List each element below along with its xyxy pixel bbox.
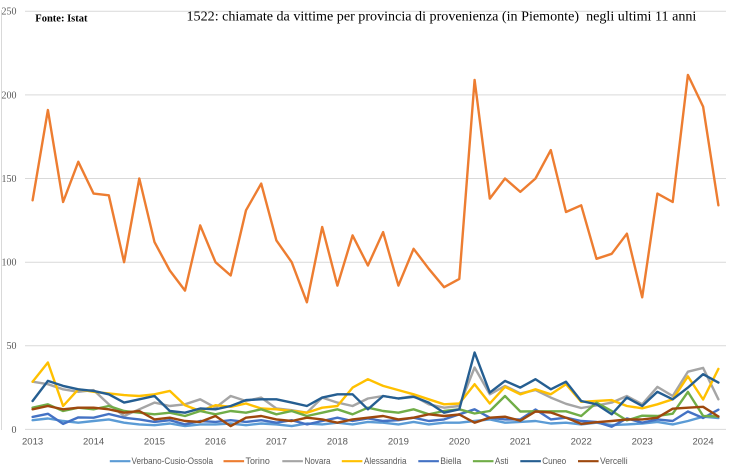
svg-text:2019: 2019: [388, 437, 409, 448]
svg-text:200: 200: [2, 90, 17, 101]
svg-text:100: 100: [2, 258, 17, 269]
svg-text:2017: 2017: [266, 437, 287, 448]
svg-text:Asti: Asti: [495, 456, 509, 466]
svg-text:2016: 2016: [205, 437, 226, 448]
svg-text:0: 0: [12, 425, 17, 436]
svg-text:Fonte: Istat: Fonte: Istat: [35, 14, 88, 25]
svg-text:250: 250: [2, 7, 17, 18]
svg-text:Cuneo: Cuneo: [542, 456, 566, 466]
svg-text:2024: 2024: [693, 437, 714, 448]
svg-text:150: 150: [2, 174, 17, 185]
svg-text:2014: 2014: [83, 437, 104, 448]
svg-text:2021: 2021: [510, 437, 531, 448]
svg-text:2020: 2020: [449, 437, 470, 448]
svg-text:Alessandria: Alessandria: [364, 456, 407, 466]
svg-text:Biella: Biella: [440, 456, 461, 466]
svg-text:Novara: Novara: [305, 456, 331, 466]
svg-text:2015: 2015: [144, 437, 165, 448]
svg-text:2022: 2022: [571, 437, 592, 448]
svg-text:1522: chiamate da vittime per: 1522: chiamate da vittime per provincia …: [187, 8, 697, 24]
svg-text:Vercelli: Vercelli: [600, 456, 628, 466]
svg-text:Verbano-Cusio-Ossola: Verbano-Cusio-Ossola: [132, 456, 214, 466]
svg-text:2018: 2018: [327, 437, 348, 448]
svg-text:2013: 2013: [22, 437, 43, 448]
svg-text:50: 50: [7, 341, 17, 352]
svg-text:2023: 2023: [632, 437, 653, 448]
svg-text:Torino: Torino: [246, 456, 270, 466]
